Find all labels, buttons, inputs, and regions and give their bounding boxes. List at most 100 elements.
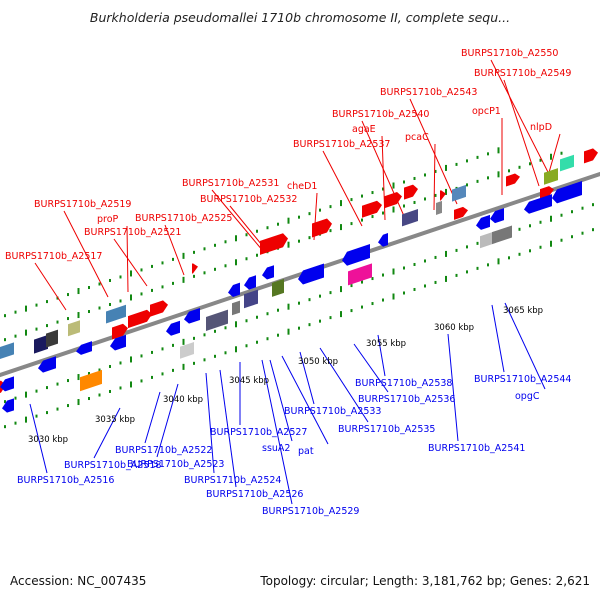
tick-mark: [361, 305, 363, 309]
leader-line-top: [164, 224, 185, 276]
tick-mark: [371, 302, 374, 306]
leader-line-bottom: [261, 359, 293, 505]
gene-shape: [38, 356, 56, 373]
reverse-gene-arrow: [244, 275, 256, 290]
forward-gene-arrow: [312, 218, 332, 238]
gene-shape: [0, 342, 14, 361]
leader-line-bottom: [219, 369, 237, 488]
tick-mark: [298, 326, 300, 330]
gene-shape: [404, 184, 418, 200]
tick-mark: [466, 245, 468, 249]
sep-1: ;: [364, 574, 373, 588]
gene-shape: [524, 194, 552, 214]
tick-mark: [98, 393, 101, 397]
tick-mark: [46, 300, 48, 304]
tick-mark: [529, 162, 531, 166]
gene-shape: [552, 181, 582, 204]
tick-mark: [119, 299, 122, 303]
tick-mark: [413, 200, 416, 204]
gene-block: [206, 309, 228, 331]
tick-mark: [445, 188, 447, 195]
gene-label-bottom: BURPS1710b_A2544: [474, 374, 571, 385]
label-leader-lines: [29, 59, 561, 505]
tick-mark: [140, 292, 143, 296]
tick-mark: [329, 291, 332, 295]
tick-mark: [256, 340, 258, 344]
scale-label: 3035 kbp: [95, 415, 135, 425]
tick-mark: [193, 336, 195, 340]
tick-mark: [403, 266, 405, 270]
gene-label-bottom: BURPS1710b_A2536: [358, 394, 455, 405]
tick-mark: [77, 399, 80, 406]
tick-mark: [4, 314, 6, 318]
gene-label-top: BURPS1710b_A2550: [461, 48, 558, 59]
reverse-gene-arrow: [342, 244, 370, 266]
gene-shape: [260, 233, 288, 255]
tick-mark: [403, 180, 405, 184]
leader-line-top: [63, 210, 109, 298]
tick-mark: [130, 270, 132, 277]
gene-label-top: proP: [97, 214, 119, 225]
leader-line-bottom: [93, 407, 121, 459]
tick-mark: [487, 152, 489, 156]
tick-mark: [298, 301, 300, 305]
tick-mark: [98, 368, 101, 372]
tick-mark: [266, 337, 269, 341]
tick-mark: [361, 280, 363, 284]
gene-shape: [476, 214, 490, 230]
tick-mark: [235, 235, 237, 242]
gene-label-top: BURPS1710b_A2537: [293, 139, 390, 150]
gene-shape: [452, 184, 466, 202]
tick-mark: [214, 243, 216, 247]
leader-line-bottom: [144, 391, 161, 444]
tick-mark: [571, 235, 573, 239]
tick-mark: [46, 386, 48, 390]
gene-block: [68, 320, 80, 337]
tick-mark: [329, 316, 332, 320]
scale-label: 3060 kbp: [434, 323, 474, 333]
gene-label-bottom: BURPS1710b_A2524: [184, 475, 281, 486]
gene-shape: [34, 334, 48, 354]
tick-mark: [298, 239, 300, 243]
tick-mark: [508, 256, 510, 260]
tick-mark: [539, 220, 542, 224]
tick-mark: [56, 407, 59, 411]
tick-mark: [476, 155, 479, 159]
tick-mark: [119, 361, 122, 365]
gene-block: [106, 304, 126, 324]
leader-line-bottom: [269, 359, 293, 442]
gene-label-bottom: BURPS1710b_A2538: [355, 378, 452, 389]
gene-block: [0, 342, 14, 361]
tick-mark: [161, 285, 164, 289]
tick-mark: [445, 164, 447, 171]
tick-mark: [161, 372, 164, 376]
reverse-gene-arrow: [262, 265, 274, 280]
tick-mark: [172, 368, 174, 372]
gene-shape: [166, 320, 180, 336]
reverse-gene-arrow: [228, 282, 240, 297]
tick-mark: [235, 259, 237, 266]
gene-block: [34, 334, 48, 354]
scale-label: 3030 kbp: [28, 435, 68, 445]
tick-mark: [340, 200, 342, 207]
gene-label-top: BURPS1710b_A2532: [200, 194, 297, 205]
tick-mark: [56, 296, 59, 300]
tick-mark: [413, 176, 416, 180]
tick-mark: [550, 240, 552, 247]
leader-line-bottom: [29, 403, 48, 474]
tick-mark: [340, 311, 342, 318]
gene-label-bottom: BURPS1710b_A2526: [206, 489, 303, 500]
tick-mark: [35, 303, 38, 307]
tick-mark: [119, 275, 122, 279]
gene-shape: [46, 329, 58, 348]
tick-mark: [46, 411, 48, 415]
leader-line-bottom: [491, 304, 505, 373]
gene-block: [348, 263, 372, 286]
tick-mark: [67, 379, 69, 383]
tick-mark: [371, 191, 374, 195]
tick-mark: [25, 329, 27, 336]
tick-mark: [518, 252, 521, 256]
genes-label: Genes:: [509, 574, 552, 588]
gene-block: [232, 300, 240, 316]
